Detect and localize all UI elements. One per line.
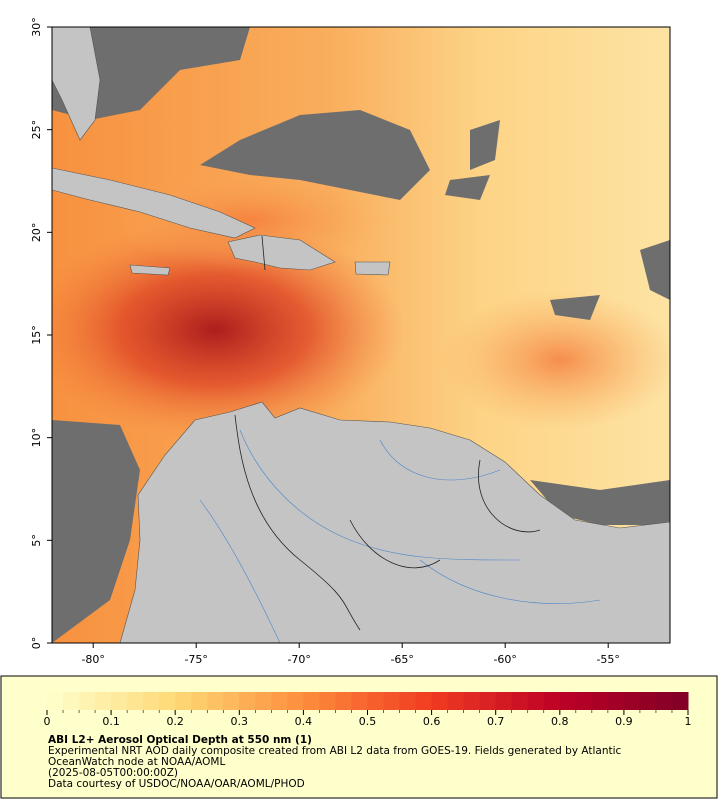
colorbar-swatch bbox=[559, 692, 577, 710]
colorbar-swatch bbox=[47, 692, 64, 710]
colorbar-tick-label: 0.8 bbox=[551, 715, 569, 728]
caption-description: OceanWatch node at NOAA/AOML bbox=[48, 756, 225, 768]
colorbar-swatch bbox=[351, 692, 368, 710]
caption-description: Experimental NRT AOD daily composite cre… bbox=[48, 745, 622, 757]
dust-plume bbox=[440, 290, 670, 430]
colorbar-swatch bbox=[655, 692, 673, 710]
land bbox=[52, 27, 670, 643]
colorbar-swatch bbox=[527, 692, 545, 710]
caption-title: ABI L2+ Aerosol Optical Depth at 550 nm … bbox=[48, 734, 312, 746]
y-tick-label: 15° bbox=[30, 325, 43, 345]
colorbar-swatch bbox=[223, 692, 240, 710]
colorbar-tick-label: 0.1 bbox=[102, 715, 120, 728]
colorbar-tick-label: 0.4 bbox=[295, 715, 313, 728]
caption-credit: Data courtesy of USDOC/NOAA/OAR/AOML/PHO… bbox=[48, 778, 305, 790]
x-tick-label: -55° bbox=[596, 653, 619, 666]
colorbar-swatch bbox=[479, 692, 497, 710]
colorbar-swatch bbox=[255, 692, 272, 710]
colorbar-swatch bbox=[79, 692, 96, 710]
rivers bbox=[199, 429, 601, 643]
colorbar-tick-label: 0 bbox=[44, 715, 51, 728]
x-tick-label: -75° bbox=[184, 653, 207, 666]
colorbar-swatch bbox=[383, 692, 401, 710]
colorbar-swatch bbox=[207, 692, 224, 710]
colorbar-swatch bbox=[431, 692, 449, 710]
colorbar-swatch bbox=[447, 692, 465, 710]
axes: -80° -75° -70° -65° -60° -55° 0° 5° 10° 15° 20° 25°… bbox=[30, 17, 620, 666]
colorbar-swatch bbox=[303, 692, 320, 710]
colorbar-swatch bbox=[607, 692, 625, 710]
colorbar-swatch bbox=[671, 692, 689, 710]
colorbar-tick-label: 0.9 bbox=[615, 715, 633, 728]
colorbar-swatch bbox=[63, 692, 80, 710]
colorbar-swatch bbox=[575, 692, 593, 710]
colorbar-swatch bbox=[319, 692, 336, 710]
caption-date: (2025-08-05T00:00:00Z) bbox=[48, 767, 178, 779]
colorbar-swatch bbox=[271, 692, 288, 710]
dust-plume bbox=[110, 170, 390, 270]
colorbar-swatch bbox=[543, 692, 561, 710]
colorbar-swatch bbox=[623, 692, 641, 710]
colorbar-swatch bbox=[239, 692, 256, 710]
colorbar-swatch bbox=[463, 692, 481, 710]
colorbar-swatch bbox=[399, 692, 417, 710]
colorbar-tick-label: 0.5 bbox=[359, 715, 377, 728]
borders bbox=[234, 235, 541, 631]
no-data bbox=[52, 27, 670, 643]
colorbar-swatch bbox=[591, 692, 609, 710]
x-tick-label: -80° bbox=[81, 653, 104, 666]
y-tick-label: 5° bbox=[30, 534, 43, 547]
colorbar-swatch bbox=[111, 692, 128, 710]
colorbar-swatch bbox=[159, 692, 176, 710]
x-tick-label: -65° bbox=[390, 653, 413, 666]
colorbar-tick-label: 0.6 bbox=[423, 715, 441, 728]
y-tick-label: 0° bbox=[30, 637, 43, 650]
colorbar-tick-label: 0.2 bbox=[166, 715, 184, 728]
colorbar-swatch bbox=[127, 692, 144, 710]
map bbox=[52, 27, 670, 643]
colorbar-swatch bbox=[95, 692, 112, 710]
colorbar-swatch bbox=[143, 692, 160, 710]
y-tick-label: 30° bbox=[30, 17, 43, 37]
colorbar-swatch bbox=[495, 692, 513, 710]
y-tick-label: 20° bbox=[30, 223, 43, 243]
y-tick-label: 10° bbox=[30, 428, 43, 448]
colorbar-swatch bbox=[335, 692, 352, 710]
dust-plume bbox=[52, 220, 405, 440]
colorbar: 0 0.1 0.2 0.3 0.4 0.5 0.6 0.7 0.8 0.9 1 bbox=[44, 692, 692, 728]
colorbar-tick-label: 0.7 bbox=[487, 715, 505, 728]
colorbar-tick-label: 1 bbox=[685, 715, 692, 728]
y-tick-label: 25° bbox=[30, 120, 43, 140]
colorbar-swatch bbox=[367, 692, 385, 710]
colorbar-tick-label: 0.3 bbox=[231, 715, 249, 728]
colorbar-swatch bbox=[175, 692, 192, 710]
x-tick-label: -60° bbox=[493, 653, 516, 666]
colorbar-swatch bbox=[511, 692, 529, 710]
colorbar-swatch bbox=[191, 692, 208, 710]
colorbar-swatch bbox=[287, 692, 304, 710]
x-tick-label: -70° bbox=[287, 653, 310, 666]
colorbar-swatch bbox=[415, 692, 433, 710]
colorbar-swatch bbox=[639, 692, 657, 710]
